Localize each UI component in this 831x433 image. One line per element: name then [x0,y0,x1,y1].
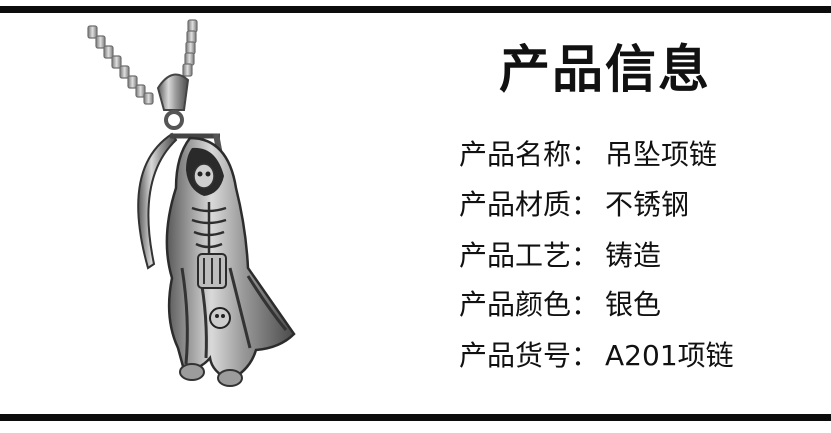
info-row-colon: ： [571,138,600,171]
info-row-colon: ： [571,339,600,372]
info-row-colon: ： [571,288,600,321]
bottom-divider-bar [0,414,831,421]
info-row-label: 产品颜色 [459,288,572,321]
top-divider-bar [0,6,831,13]
info-row-name: 产品名称 ： 吊坠项链 [459,133,717,173]
info-row-color: 产品颜色 ： 银色 [459,283,661,323]
grim-reaper-pendant-icon [87,19,296,387]
info-row-colon: ： [571,239,600,272]
product-photo [80,18,320,398]
info-row-label: 产品货号 [459,339,572,372]
chain-left [87,25,154,105]
info-row-value: A201项链 [605,339,734,372]
info-row-value: 吊坠项链 [605,138,718,171]
info-row-label: 产品材质 [459,188,572,221]
info-row-value: 银色 [605,288,662,321]
info-row-value: 铸造 [605,239,662,272]
product-info-title: 产品信息 [499,41,712,100]
info-row-item-number: 产品货号 ： A201项链 [459,334,734,374]
info-row-label: 产品工艺 [459,239,572,272]
chain-right [182,19,198,77]
info-row-label: 产品名称 [459,138,572,171]
info-row-material: 产品材质 ： 不锈钢 [459,183,689,223]
info-row-value: 不锈钢 [605,188,690,221]
info-row-colon: ： [571,188,600,221]
info-row-craft: 产品工艺 ： 铸造 [459,234,661,274]
